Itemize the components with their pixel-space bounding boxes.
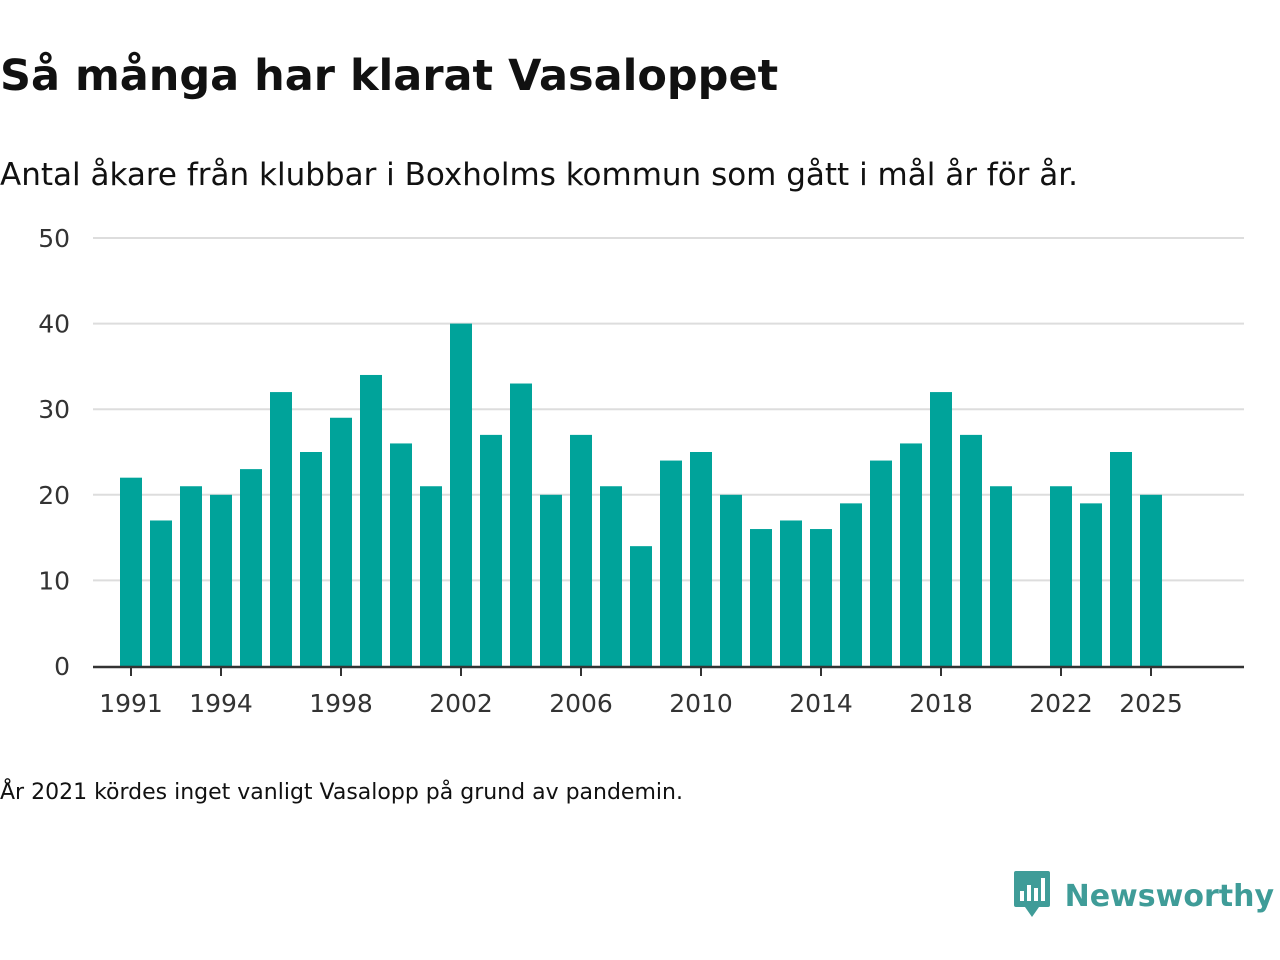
bar [990,486,1012,666]
y-tick-label: 30 [38,395,70,424]
bar [240,469,262,666]
y-tick-label: 50 [38,224,70,253]
bar [870,460,892,666]
bar [450,323,472,666]
bar [540,494,562,666]
x-tick-label: 2022 [1029,689,1093,718]
bar [780,520,802,666]
bar [480,434,502,666]
y-tick-label: 10 [38,566,70,595]
bar [180,486,202,666]
x-tick-label: 1998 [309,689,373,718]
x-tick-label: 1991 [99,689,163,718]
bar-chart: 0 10 20 30 40 50 1991 1994 1998 2002 2006 2010 2014 2… [38,224,1244,718]
bar [840,503,862,666]
bar [270,392,292,666]
bar [960,434,982,666]
bar [150,520,172,666]
y-tick-label: 20 [38,481,70,510]
bar [900,443,922,666]
bar [1080,503,1102,666]
chart-subtitle: Antal åkare från klubbar i Boxholms komm… [0,157,1079,193]
bar [1050,486,1072,666]
bar [690,452,712,666]
bar [630,546,652,666]
bar [120,477,142,666]
bar [300,452,322,666]
x-tick-label: 2018 [909,689,973,718]
bar [810,529,832,666]
brand-name: Newsworthy [1064,878,1274,914]
y-tick-label: 40 [38,310,70,339]
bar [660,460,682,666]
x-tick-label: 1994 [189,689,253,718]
bar [570,434,592,666]
x-tick-label: 2014 [789,689,853,718]
bar [360,374,382,666]
x-tick-label: 2006 [549,689,613,718]
bar [600,486,622,666]
bar [210,494,232,666]
bars [120,323,1162,666]
brand-logo[interactable]: Newsworthy [1013,870,1274,922]
x-tick-label: 2002 [429,689,493,718]
x-tick-label: 2025 [1119,689,1183,718]
bar [930,392,952,666]
bar [1110,452,1132,666]
y-tick-label: 0 [54,652,70,681]
bar [330,417,352,666]
x-tick-label: 2010 [669,689,733,718]
bar [510,383,532,666]
bar [750,529,772,666]
newsworthy-logo-icon [1013,869,1051,923]
bar [390,443,412,666]
bar [420,486,442,666]
x-axis [93,665,1244,676]
tick-labels: 0 10 20 30 40 50 1991 1994 1998 2002 2006 2010 2014 2… [38,224,1183,718]
footnote: År 2021 kördes inget vanligt Vasalopp på… [0,780,683,805]
chart-title: Så många har klarat Vasaloppet [0,51,779,101]
bar [720,494,742,666]
bar [1140,494,1162,666]
